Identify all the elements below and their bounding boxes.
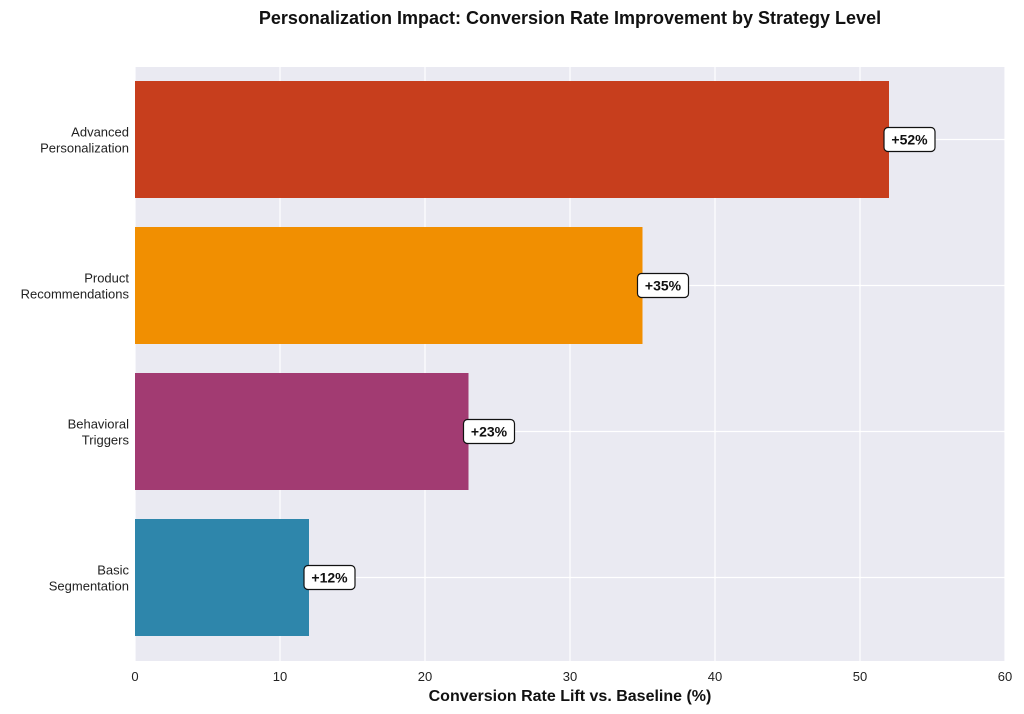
bar <box>135 373 469 490</box>
x-tick-label: 30 <box>563 669 577 684</box>
x-tick-label: 60 <box>998 669 1012 684</box>
y-tick-label-line: Triggers <box>82 433 130 448</box>
x-tick-label: 50 <box>853 669 867 684</box>
data-label-text: +23% <box>471 424 508 440</box>
y-tick-label: Behavioral Triggers <box>68 417 130 448</box>
x-axis-ticks: 0 10 20 30 40 50 60 <box>131 669 1012 684</box>
data-label-text: +52% <box>891 132 928 148</box>
x-tick-label: 40 <box>708 669 722 684</box>
x-axis-label: Conversion Rate Lift vs. Baseline (%) <box>429 688 712 705</box>
y-axis-ticks: Basic Segmentation Behavioral Triggers Produ… <box>21 125 130 594</box>
data-label-text: +35% <box>645 278 682 294</box>
y-tick-label-line: Basic <box>97 563 129 578</box>
x-tick-label: 0 <box>131 669 138 684</box>
y-tick-label: Advanced Personalization <box>40 125 129 156</box>
bar <box>135 519 309 636</box>
data-label: +23% <box>464 420 515 444</box>
y-tick-label-line: Behavioral <box>68 417 130 432</box>
chart-title: Personalization Impact: Conversion Rate … <box>259 8 881 28</box>
y-tick-label-line: Recommendations <box>21 287 130 302</box>
y-tick-label-line: Product <box>84 271 129 286</box>
data-label: +12% <box>304 566 355 590</box>
y-tick-label: Product Recommendations <box>21 271 130 302</box>
data-label-text: +12% <box>311 570 348 586</box>
y-tick-label-line: Personalization <box>40 141 129 156</box>
bar <box>135 227 643 344</box>
y-tick-label-line: Advanced <box>71 125 129 140</box>
y-tick-label: Basic Segmentation <box>49 563 130 594</box>
data-label: +35% <box>638 274 689 298</box>
x-tick-label: 10 <box>273 669 287 684</box>
y-tick-label-line: Segmentation <box>49 579 129 594</box>
bar <box>135 81 889 198</box>
data-label: +52% <box>884 128 935 152</box>
x-tick-label: 20 <box>418 669 432 684</box>
